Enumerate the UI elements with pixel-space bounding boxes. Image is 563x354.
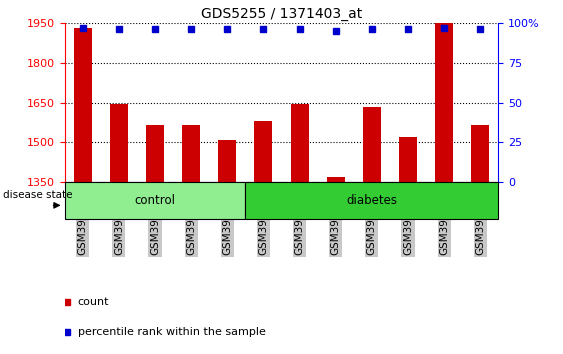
Text: control: control <box>135 194 176 207</box>
Bar <box>74 28 92 182</box>
Bar <box>471 125 489 182</box>
Bar <box>218 140 236 182</box>
Bar <box>363 107 381 182</box>
Bar <box>291 104 309 182</box>
Text: diabetes: diabetes <box>346 194 397 207</box>
Text: disease state: disease state <box>3 190 73 200</box>
Bar <box>65 182 245 219</box>
Bar <box>399 137 417 182</box>
Bar <box>327 177 345 182</box>
Bar <box>182 125 200 182</box>
Bar <box>435 23 453 182</box>
Text: percentile rank within the sample: percentile rank within the sample <box>78 327 266 337</box>
Text: count: count <box>78 297 109 307</box>
Bar <box>110 104 128 182</box>
Title: GDS5255 / 1371403_at: GDS5255 / 1371403_at <box>201 7 362 21</box>
Bar <box>146 125 164 182</box>
Bar <box>245 182 498 219</box>
Bar <box>254 121 272 182</box>
